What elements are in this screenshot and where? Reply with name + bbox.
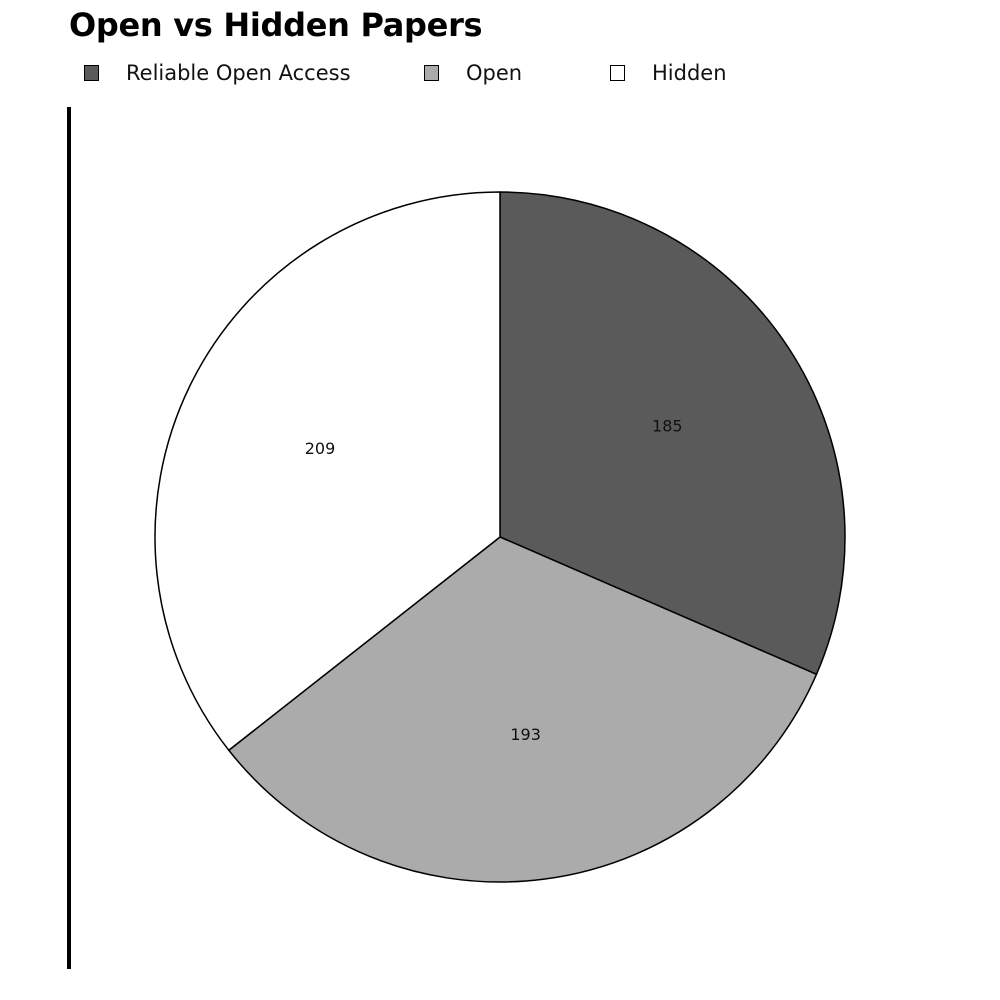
legend-swatch-hidden xyxy=(610,65,625,81)
legend-swatch-open xyxy=(424,65,439,81)
slice-value-label-open: 193 xyxy=(510,725,541,744)
legend-label-reliable-open-access: Reliable Open Access xyxy=(126,61,351,85)
chart-title: Open vs Hidden Papers xyxy=(69,6,483,44)
chart-legend: Reliable Open Access Open Hidden xyxy=(0,0,1000,100)
slice-value-label-reliable-open-access: 185 xyxy=(652,417,683,436)
slice-value-label-hidden: 209 xyxy=(305,439,336,458)
legend-label-hidden: Hidden xyxy=(652,61,727,85)
pie-slice-reliable-open-access[interactable] xyxy=(499,191,846,676)
legend-label-open: Open xyxy=(466,61,523,85)
pie-slice-hidden[interactable] xyxy=(154,191,501,751)
pie-slice-open[interactable] xyxy=(228,536,818,883)
legend-swatch-reliable-open-access xyxy=(84,65,99,81)
vertical-axis-line xyxy=(67,107,71,969)
